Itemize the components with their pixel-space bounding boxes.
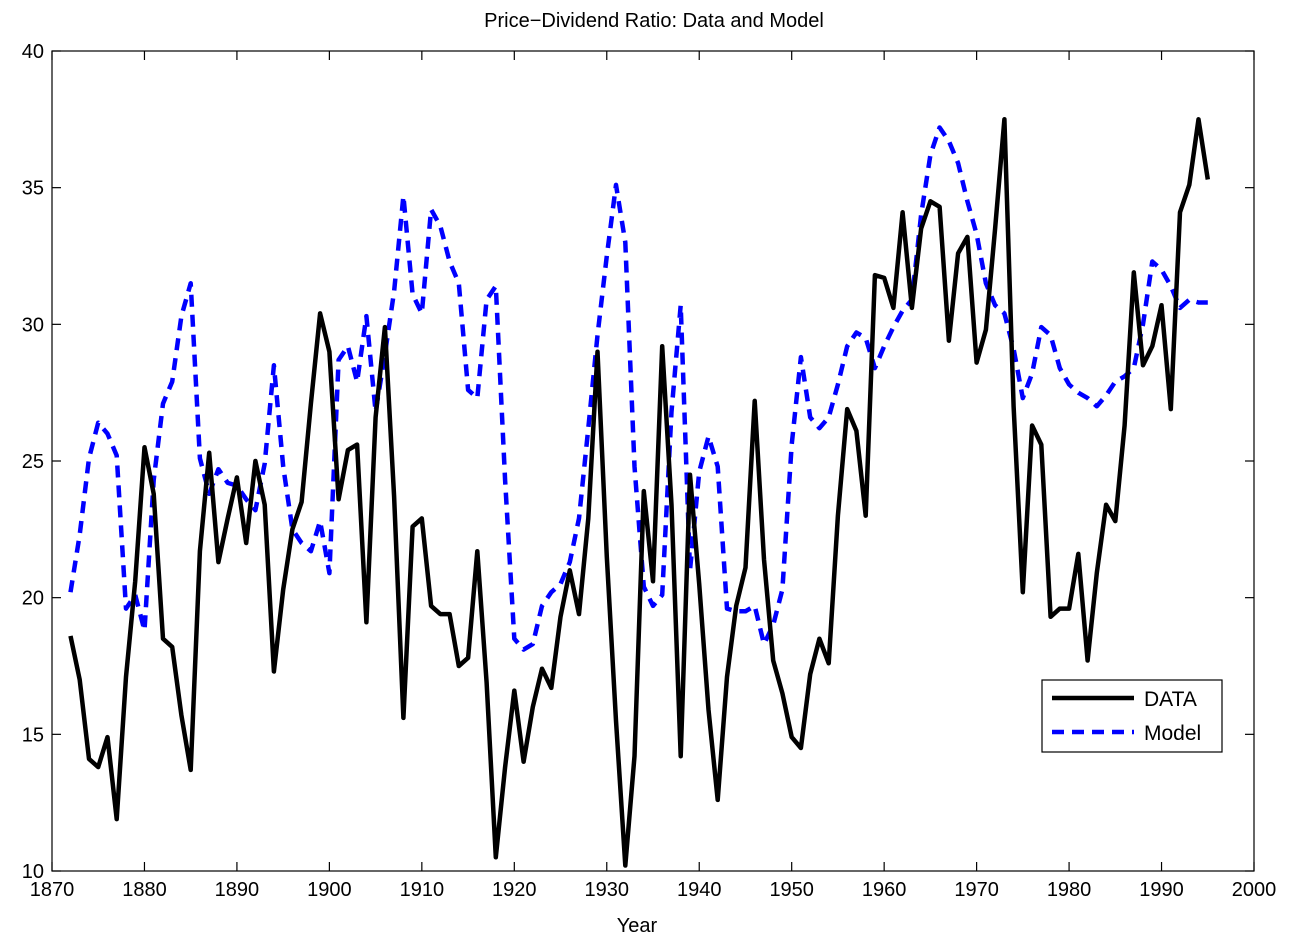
- axis-ticks: 1870 1880 1890 1900 1910 1920 1930 1940 1950 1960…: [22, 41, 1277, 901]
- series-line-data: [68, 117, 1211, 868]
- y-tick-label: 30: [22, 314, 44, 336]
- chart-title: Price−Dividend Ratio: Data and Model: [484, 10, 824, 32]
- x-tick-label: 1990: [1139, 879, 1184, 901]
- x-tick-label: 1980: [1047, 879, 1092, 901]
- x-tick-label: 1930: [585, 879, 630, 901]
- x-tick-label: 1910: [400, 879, 445, 901]
- x-tick-label: 1970: [954, 879, 999, 901]
- x-tick-label: 1890: [215, 879, 260, 901]
- x-tick-label: 1870: [30, 879, 75, 901]
- y-tick-label: 20: [22, 588, 44, 610]
- x-tick-label: 1920: [492, 879, 537, 901]
- legend-label-data: DATA: [1144, 688, 1197, 711]
- x-tick-label: 1960: [862, 879, 907, 901]
- series-layer: [68, 117, 1211, 868]
- x-tick-label: 1880: [122, 879, 167, 901]
- x-tick-label: 1900: [307, 879, 352, 901]
- x-tick-label: 1950: [769, 879, 814, 901]
- legend: DATA Model: [1041, 679, 1223, 753]
- y-tick-label: 35: [22, 178, 44, 200]
- legend-label-model: Model: [1144, 722, 1201, 745]
- y-tick-label: 10: [22, 861, 44, 883]
- x-tick-label: 2000: [1232, 879, 1277, 901]
- legend-box: [1041, 679, 1223, 753]
- x-axis-label: Year: [617, 915, 658, 937]
- y-tick-label: 25: [22, 451, 44, 473]
- y-tick-label: 15: [22, 724, 44, 746]
- y-tick-label: 40: [22, 41, 44, 63]
- x-tick-label: 1940: [677, 879, 722, 901]
